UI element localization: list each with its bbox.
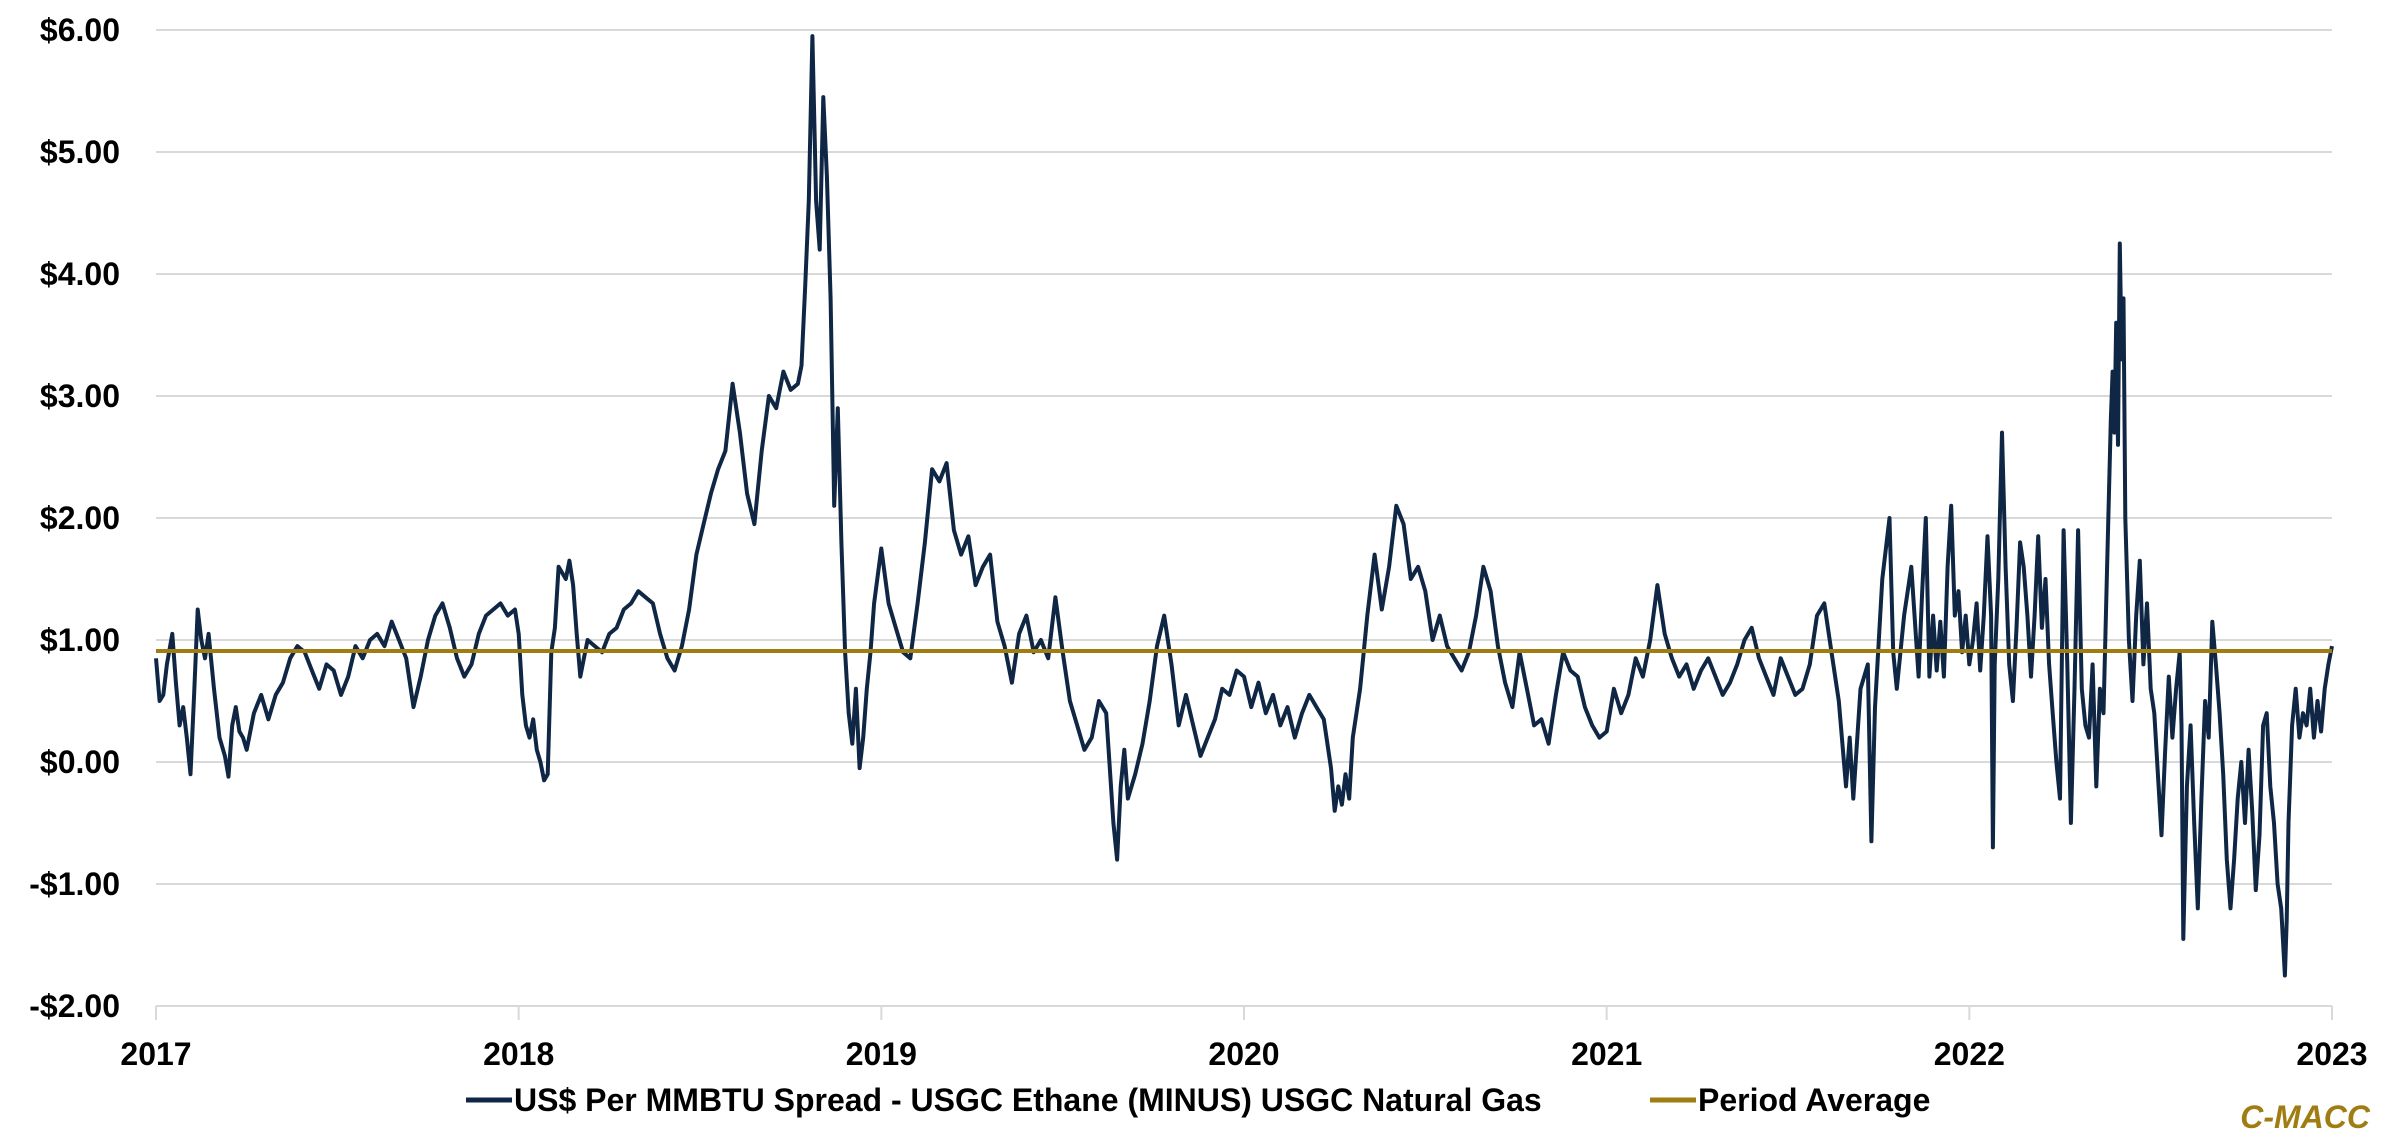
- y-tick-label: $5.00: [40, 134, 120, 170]
- y-tick-label: -$1.00: [29, 866, 120, 902]
- y-tick-label: $0.00: [40, 744, 120, 780]
- legend-layer: US$ Per MMBTU Spread - USGC Ethane (MINU…: [466, 1082, 1930, 1118]
- x-tick-label: 2019: [846, 1036, 917, 1072]
- y-tick-label: $6.00: [40, 12, 120, 48]
- y-tick-label: $1.00: [40, 622, 120, 658]
- legend-label-spread: US$ Per MMBTU Spread - USGC Ethane (MINU…: [514, 1082, 1542, 1118]
- axis-layer: $6.00 $5.00 $4.00 $3.00 $2.00 $1.00 $0.00 -$1.0…: [29, 12, 2367, 1072]
- x-tick-label: 2023: [2296, 1036, 2367, 1072]
- legend-label-period-average: Period Average: [1698, 1082, 1930, 1118]
- y-tick-label: $2.00: [40, 500, 120, 536]
- x-tick-label: 2020: [1208, 1036, 1279, 1072]
- series-layer: [154, 34, 2334, 978]
- x-tick-label: 2017: [120, 1036, 191, 1072]
- x-tick-label: 2022: [1934, 1036, 2005, 1072]
- series-line-spread: [154, 34, 2334, 978]
- x-tick-label: 2021: [1571, 1036, 1642, 1072]
- y-tick-label: -$2.00: [29, 988, 120, 1024]
- y-tick-label: $4.00: [40, 256, 120, 292]
- watermark: C-MACC: [2240, 1099, 2371, 1135]
- y-tick-label: $3.00: [40, 378, 120, 414]
- x-tick-label: 2018: [483, 1036, 554, 1072]
